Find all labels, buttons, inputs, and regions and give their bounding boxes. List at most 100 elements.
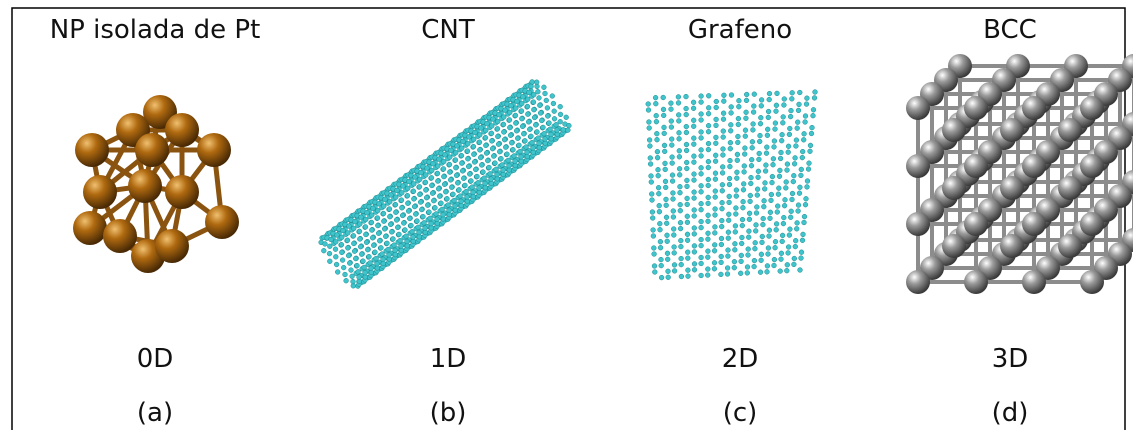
carbon	[713, 189, 718, 194]
carbon	[691, 142, 696, 147]
atom	[1058, 176, 1082, 200]
carbon	[770, 174, 775, 179]
carbon	[804, 102, 809, 107]
carbon	[545, 106, 550, 111]
carbon	[671, 215, 676, 220]
carbon	[735, 170, 740, 175]
carbon	[357, 222, 362, 227]
carbon	[357, 229, 362, 234]
carbon	[692, 232, 697, 237]
carbon	[792, 256, 797, 261]
carbon	[795, 126, 800, 131]
carbon	[483, 128, 488, 133]
carbon	[537, 103, 542, 108]
carbon	[741, 205, 746, 210]
bcc-lattice	[906, 54, 1133, 294]
carbon	[712, 266, 717, 271]
carbon	[780, 239, 785, 244]
carbon	[805, 179, 810, 184]
carbon	[373, 250, 378, 255]
carbon	[803, 114, 808, 119]
graphene	[646, 90, 818, 280]
carbon	[699, 219, 704, 224]
carbon	[374, 256, 379, 261]
carbon	[706, 105, 711, 110]
carbon	[477, 148, 482, 153]
carbon	[395, 225, 400, 230]
carbon	[479, 163, 484, 168]
carbon	[345, 238, 350, 243]
carbon	[495, 126, 500, 131]
carbon	[473, 167, 478, 172]
carbon	[425, 166, 430, 171]
carbon	[792, 161, 797, 166]
carbon	[520, 124, 525, 129]
atom	[205, 205, 239, 239]
carbon	[804, 196, 809, 201]
atom	[906, 154, 930, 178]
carbon	[344, 278, 349, 283]
carbon	[699, 255, 704, 260]
carbon	[786, 251, 791, 256]
carbon	[684, 160, 689, 165]
carbon	[665, 257, 670, 262]
carbon	[500, 163, 505, 168]
carbon	[699, 201, 704, 206]
carbon	[392, 243, 397, 248]
carbon	[725, 272, 730, 277]
carbon	[353, 219, 358, 224]
carbon	[455, 181, 460, 186]
carbon	[655, 155, 660, 160]
carbon	[653, 101, 658, 106]
carbon	[400, 213, 405, 218]
carbon	[670, 173, 675, 178]
carbon	[677, 166, 682, 171]
carbon	[679, 244, 684, 249]
carbon	[734, 176, 739, 181]
carbon	[448, 178, 453, 183]
carbon	[757, 139, 762, 144]
carbon	[399, 198, 404, 203]
carbon	[347, 224, 352, 229]
carbon	[744, 110, 749, 115]
carbon	[352, 249, 357, 254]
carbon	[664, 203, 669, 208]
carbon	[685, 238, 690, 243]
carbon	[497, 149, 502, 154]
carbon	[706, 231, 711, 236]
carbon	[706, 177, 711, 182]
carbon	[739, 241, 744, 246]
atom	[1080, 212, 1104, 236]
carbon	[649, 180, 654, 185]
carbon	[441, 174, 446, 179]
carbon	[407, 179, 412, 184]
carbon	[550, 94, 555, 99]
carbon	[787, 132, 792, 137]
carbon	[691, 106, 696, 111]
carbon	[361, 259, 366, 264]
carbon	[405, 193, 410, 198]
carbon	[775, 210, 780, 215]
carbon	[760, 234, 765, 239]
carbon	[449, 185, 454, 190]
carbon	[748, 181, 753, 186]
carbon	[713, 207, 718, 212]
carbon	[740, 235, 745, 240]
carbon	[399, 190, 404, 195]
carbon	[531, 107, 536, 112]
carbon	[665, 239, 670, 244]
carbon	[465, 156, 470, 161]
carbon	[781, 115, 786, 120]
atom	[1022, 270, 1046, 294]
carbon	[369, 228, 374, 233]
carbon	[777, 174, 782, 179]
carbon	[670, 155, 675, 160]
carbon	[659, 257, 664, 262]
carbon	[401, 221, 406, 226]
carbon	[435, 171, 440, 176]
carbon	[685, 214, 690, 219]
carbon	[751, 104, 756, 109]
carbon	[706, 195, 711, 200]
atom	[1000, 118, 1024, 142]
carbon	[746, 235, 751, 240]
